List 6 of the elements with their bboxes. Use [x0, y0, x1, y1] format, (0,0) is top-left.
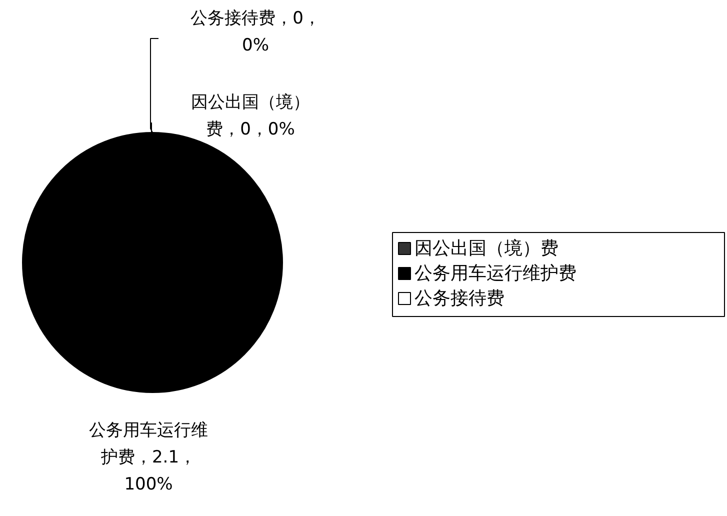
text: 因公出国（境）费，0，0% — [191, 92, 310, 140]
data-label: 公务用车运行维护费，2.1，100% — [89, 420, 208, 494]
legend-label: 公务接待费 — [414, 288, 504, 309]
legend-label: 因公出国（境）费 — [414, 238, 558, 259]
legend-label: 公务用车运行维护费 — [414, 263, 576, 284]
text: 公务接待费，0，0% — [190, 8, 320, 56]
